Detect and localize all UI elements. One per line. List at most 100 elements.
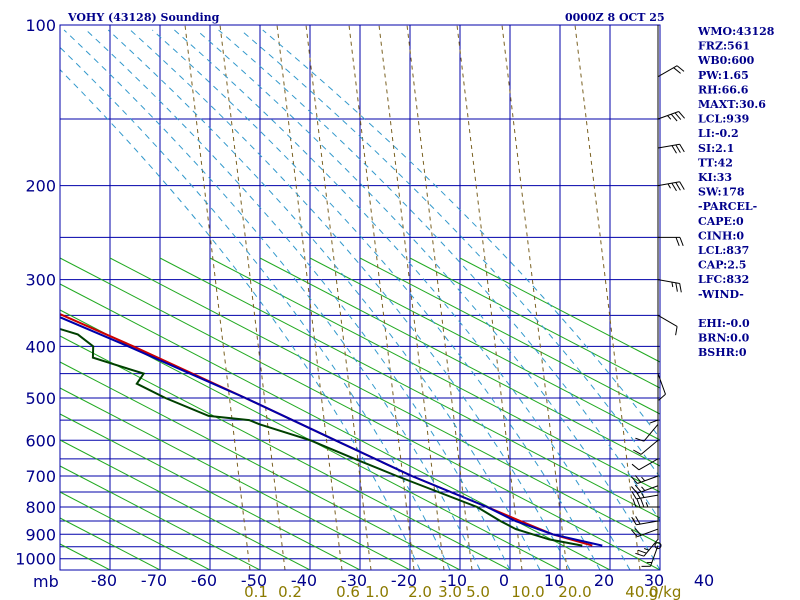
dry-adiabat-line [60, 387, 411, 570]
wind-barb [657, 236, 684, 246]
moist-adiabat-line [196, 29, 660, 570]
mixing-ratio-line [378, 25, 445, 570]
pressure-tick-label: 200 [25, 177, 56, 196]
index-line: RH:66.6 [698, 83, 749, 96]
mixing-ratio-tick-label: 40.0 [625, 583, 658, 600]
moist-adiabat-line [85, 29, 511, 570]
temperature-tick-label: 10 [544, 571, 564, 590]
wind-barb [657, 65, 685, 78]
mixing-ratio-unit-label: g/kg [649, 583, 682, 600]
dry-adiabat-line [60, 465, 261, 570]
dry-adiabat-line [60, 517, 161, 570]
pressure-tick-label: 600 [25, 431, 56, 450]
mixing-ratio-tick-label: 1.0 [365, 583, 389, 600]
dry-adiabat-line [60, 543, 111, 570]
mixing-ratio-tick-label: 10.0 [511, 583, 544, 600]
wind-barb [631, 516, 659, 526]
mixing-ratio-line [305, 25, 372, 570]
wind-barb [631, 484, 659, 494]
dry-adiabat-line [60, 413, 361, 570]
mixing-ratio-tick-label: 5.0 [466, 583, 490, 600]
pressure-tick-label: 1000 [15, 550, 56, 569]
moist-adiabat-line [218, 29, 660, 522]
wind-barb [657, 181, 685, 192]
dry-adiabat-line [459, 257, 660, 363]
index-line: PW:1.65 [698, 69, 749, 82]
wind-barb [631, 528, 659, 538]
moist-adiabat-line [60, 68, 421, 570]
plot-frame [59, 24, 661, 571]
pressure-tick-label: 400 [25, 337, 56, 356]
index-line: WB0:600 [697, 54, 755, 67]
dry-adiabat-line [60, 569, 61, 570]
temperature-tick-label: -10 [441, 571, 467, 590]
index-line: BSHR:0 [698, 346, 747, 359]
temperature-tick-label: -40 [291, 571, 317, 590]
temperature-tick-label: -80 [91, 571, 117, 590]
wind-barb [633, 439, 659, 455]
wind-barb [657, 373, 666, 401]
index-line: LFC:832 [698, 273, 749, 286]
mixing-ratio-tick-label: 3.0 [438, 583, 462, 600]
wind-barb [657, 111, 685, 122]
index-line: KI:33 [698, 171, 732, 184]
index-line: CAP:2.5 [698, 259, 746, 272]
pressure-unit-label: mb [33, 572, 59, 591]
index-line: LCL:939 [698, 113, 749, 126]
index-line: CINH:0 [698, 229, 744, 242]
mixing-ratio-line [456, 25, 523, 570]
chart-datetime: 0000Z 8 OCT 25 [565, 11, 665, 24]
index-line: -WIND- [698, 288, 744, 301]
pressure-tick-label: 700 [25, 467, 56, 486]
index-line: SI:2.1 [698, 142, 734, 155]
pressure-tick-label: 100 [25, 16, 56, 35]
index-line: TT:42 [698, 156, 733, 169]
wind-barb [657, 279, 682, 293]
dry-adiabat-line [209, 257, 660, 493]
dry-adiabat-line [359, 257, 660, 415]
temperature-tick-label: -70 [141, 571, 167, 590]
moist-adiabat-line [107, 29, 541, 570]
index-line: LI:-0.2 [698, 127, 739, 140]
grid-layer [0, 25, 660, 570]
profile-series-2 [60, 327, 583, 547]
temperature-tick-label: -60 [191, 571, 217, 590]
moist-adiabat-line [152, 29, 601, 570]
index-line: MAXT:30.6 [698, 98, 766, 111]
mixing-ratio-tick-label: 0.2 [278, 583, 302, 600]
mixing-ratio-tick-label: 0.1 [244, 583, 268, 600]
temperature-tick-label: 40 [694, 571, 714, 590]
mixing-ratio-line [501, 25, 568, 570]
dry-adiabat-line [0, 258, 10, 570]
calm-wind-marker [654, 542, 662, 550]
pressure-tick-label: 300 [25, 271, 56, 290]
dry-adiabat-line [60, 361, 461, 570]
moist-adiabat-line [63, 29, 481, 570]
mixing-ratio-line [574, 25, 641, 570]
index-line: EHI:-0.0 [698, 317, 750, 330]
dry-adiabat-line [60, 309, 561, 570]
dry-adiabat-line [60, 335, 511, 570]
mixing-ratio-line [184, 25, 251, 570]
profile-series-1 [60, 316, 603, 547]
index-line: CAPE:0 [698, 215, 744, 228]
index-line: WMO:43128 [697, 25, 775, 38]
index-line: -PARCEL- [698, 200, 757, 213]
wind-barb [649, 398, 659, 424]
mixing-ratio-tick-label: 20.0 [558, 583, 591, 600]
temperature-tick-label: -30 [341, 571, 367, 590]
index-line: FRZ:561 [698, 40, 750, 53]
temperature-tick-label: -50 [241, 571, 267, 590]
mixing-ratio-line [348, 25, 415, 570]
wind-barb [635, 539, 659, 557]
mixing-ratio-line [219, 25, 286, 570]
dry-adiabat-line [60, 491, 211, 570]
moist-adiabat-line [174, 29, 631, 570]
pressure-tick-label: 500 [25, 389, 56, 408]
wind-barb [657, 143, 685, 154]
temperature-tick-label: -20 [391, 571, 417, 590]
dry-adiabat-line [109, 257, 660, 545]
profile-layer [60, 313, 603, 547]
